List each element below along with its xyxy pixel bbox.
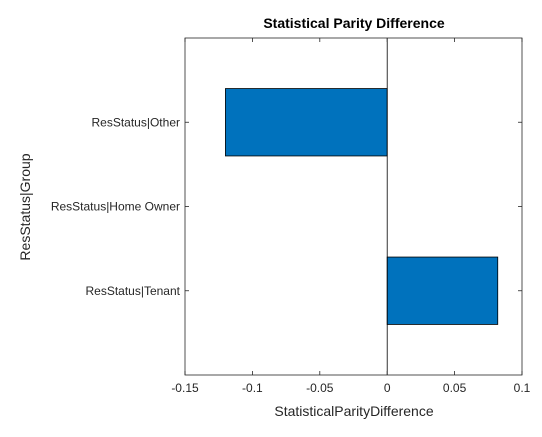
x-tick-label: -0.05 <box>306 381 334 395</box>
bar-resstatus-other <box>225 88 388 157</box>
x-tick-label: -0.1 <box>242 381 263 395</box>
y-tick-label: ResStatus|Other <box>92 115 181 129</box>
plot-area: -0.15 -0.1 -0.05 0 0.05 0.1 ResStatus|Other Res… <box>51 37 531 395</box>
y-tick-label: ResStatus|Home Owner <box>51 200 180 214</box>
x-tick-label: 0.05 <box>443 381 467 395</box>
bar-resstatus-tenant <box>386 256 499 325</box>
x-tick-label: 0 <box>384 381 391 395</box>
x-axis-label: StatisticalParityDifference <box>274 403 433 419</box>
y-axis-label: ResStatus|Group <box>17 153 33 260</box>
y-tick-label: ResStatus|Tenant <box>85 284 180 298</box>
chart-title: Statistical Parity Difference <box>263 15 445 31</box>
x-tick-label: 0.1 <box>514 381 531 395</box>
x-tick-label: -0.15 <box>171 381 199 395</box>
